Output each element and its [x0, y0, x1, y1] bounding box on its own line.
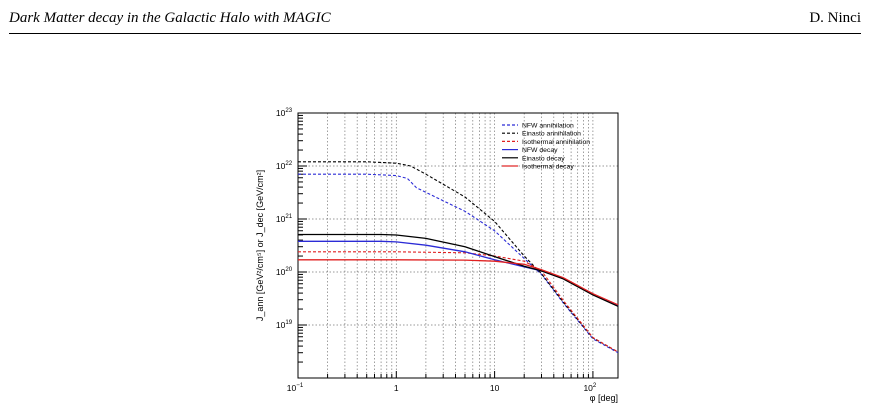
- x-tick-label: 1: [394, 383, 399, 393]
- legend-label: Isothermal annihilation: [522, 139, 590, 146]
- running-header: Dark Matter decay in the Galactic Halo w…: [9, 10, 861, 32]
- header-rule: [9, 33, 861, 34]
- running-title: Dark Matter decay in the Galactic Halo w…: [9, 10, 331, 26]
- y-axis-label: J_ann [GeV²/cm⁵] or J_dec [GeV/cm²]: [255, 170, 265, 321]
- series-line-einasto-annihilation: [298, 161, 619, 353]
- x-axis-label: φ [deg]: [590, 393, 618, 403]
- x-tick-label: 102: [583, 382, 596, 393]
- x-tick-label: 10: [490, 383, 500, 393]
- axis-ticks: [297, 112, 594, 379]
- series-line-isothermal-annihilation: [298, 251, 619, 353]
- legend-label: NFW decay: [522, 147, 558, 154]
- running-author: D. Ninci: [809, 10, 861, 26]
- legend-label: Einasto annihilation: [522, 131, 581, 138]
- grid-lines: [298, 113, 618, 378]
- legend-label: NFW annihilation: [522, 123, 574, 130]
- y-tick-label: 1023: [276, 107, 293, 118]
- series-line-einasto-decay: [298, 233, 619, 307]
- series-line-nfw-decay: [298, 240, 619, 307]
- y-tick-label: 1022: [276, 160, 293, 171]
- series-lines: [298, 161, 619, 354]
- plot-frame: [297, 112, 619, 379]
- series-line-nfw-annihilation: [298, 173, 619, 354]
- x-tick-label: 10−1: [287, 382, 304, 393]
- legend-label: Einasto decay: [522, 155, 565, 162]
- tick-labels: 10−1 1 10 102 1019 1020 1021 1022 1023: [276, 107, 597, 393]
- y-tick-label: 1020: [276, 266, 293, 277]
- series-line-isothermal-decay: [298, 259, 619, 306]
- y-tick-label: 1019: [276, 319, 293, 330]
- legend-label: Isothermal decay: [522, 164, 574, 171]
- y-tick-label: 1021: [276, 213, 293, 224]
